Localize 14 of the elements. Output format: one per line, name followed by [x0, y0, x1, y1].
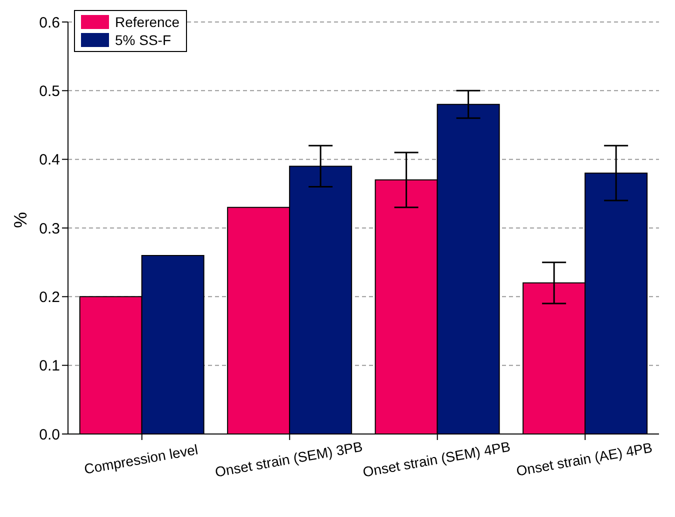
- legend-label: Reference: [115, 13, 180, 31]
- x-tick-label: Compression level: [82, 441, 200, 477]
- y-tick-label: 0.6: [39, 14, 60, 32]
- y-tick-label: 0.2: [39, 288, 60, 306]
- y-tick-label: 0.0: [39, 426, 60, 444]
- y-tick-label: 0.4: [39, 152, 60, 169]
- x-tick-label: Onset strain (SEM) 3PB: [214, 438, 364, 480]
- x-tick-label: Onset strain (AE) 4PB: [515, 439, 654, 479]
- y-tick-label: 0.1: [39, 358, 60, 375]
- legend-label: 5% SS-F: [115, 31, 172, 49]
- x-tick-label: Onset strain (SEM) 4PB: [362, 438, 512, 480]
- y-tick-label: 0.5: [39, 82, 60, 100]
- y-tick-label: 0.3: [39, 220, 60, 238]
- y-axis-title: %: [10, 212, 30, 228]
